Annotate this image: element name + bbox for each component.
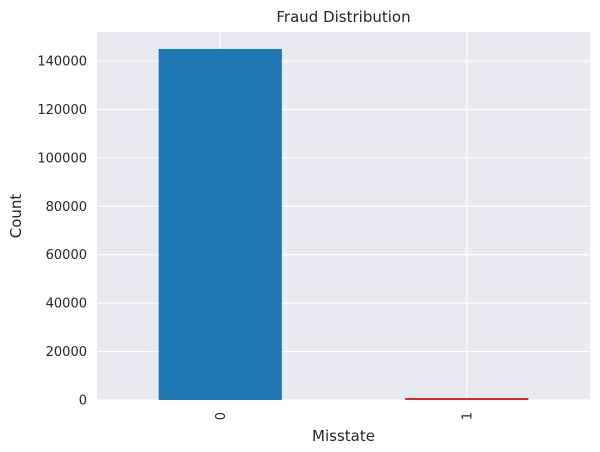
x-tick-label: 0 (214, 412, 229, 420)
chart-title: Fraud Distribution (276, 8, 410, 26)
bar-0 (158, 48, 282, 401)
y-tick-label: 100000 (37, 151, 87, 166)
y-tick-labels: 0 20000 40000 60000 80000 100000 120000 140000 (37, 55, 87, 409)
bars (158, 48, 529, 401)
y-tick-label: 140000 (37, 55, 87, 70)
y-tick-label: 80000 (46, 200, 87, 215)
y-tick-label: 0 (79, 394, 87, 409)
x-axis-label: Misstate (312, 427, 375, 445)
y-tick-label: 20000 (46, 345, 87, 360)
x-tick-label: 1 (460, 412, 475, 420)
y-tick-label: 120000 (37, 103, 87, 118)
y-axis-label: Count (7, 194, 25, 239)
y-tick-label: 60000 (46, 248, 87, 263)
y-tick-label: 40000 (46, 297, 87, 312)
bar-1 (405, 398, 529, 400)
